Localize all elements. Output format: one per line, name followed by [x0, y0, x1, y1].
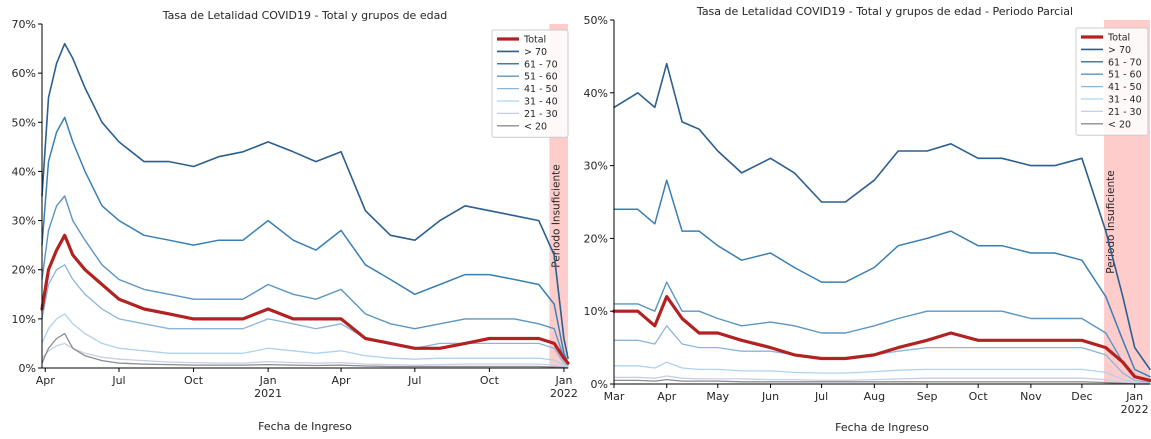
y-tick-label: 0% [19, 362, 36, 375]
series-line-7 [41, 332, 569, 369]
legend-box [1075, 27, 1149, 136]
x-tick-label: Sep [917, 390, 938, 403]
x-tick-label: Apr [332, 374, 352, 387]
chart-1: Periodo Insuficiente 0% 10% 20% 30% 40% 50% 60%… [12, 9, 578, 433]
series-line-4 [41, 264, 569, 367]
y-tick-label: 50% [584, 14, 608, 27]
y-tick-label: 30% [12, 215, 36, 228]
x-tick-label: Nov [1020, 390, 1042, 403]
x-tick-label: Dec [1071, 390, 1092, 403]
series-line-5 [41, 313, 569, 368]
series-line-3 [41, 195, 569, 364]
legend-label: 51 - 60 [524, 72, 558, 83]
legend-label: 51 - 60 [1108, 70, 1142, 81]
x-tick-year-label: 2021 [254, 387, 282, 400]
y-tick-label: 0% [591, 378, 608, 391]
y-tick-label: 20% [584, 232, 608, 245]
y-tick-label: 70% [12, 18, 36, 31]
y-tick-label: 40% [12, 165, 36, 178]
x-tick-label: Aug [864, 390, 885, 403]
legend-label: 61 - 70 [524, 59, 558, 70]
series-line-3 [613, 281, 1151, 382]
x-tick-label: Oct [480, 374, 500, 387]
x-axis-title: Fecha de Ingreso [835, 421, 929, 434]
x-tick-label: Jan [259, 374, 277, 387]
x-tick-label: Jun [761, 390, 779, 403]
x-tick-label: Jan [554, 374, 572, 387]
insufficient-period-label: Periodo Insuficiente [550, 164, 562, 267]
legend-label: 21 - 30 [524, 109, 558, 120]
series-line-1 [613, 62, 1151, 371]
series-line-2 [613, 179, 1151, 378]
x-tick-label: May [706, 390, 729, 403]
chart-title: Tasa de Letalidad COVID19 - Total y grup… [696, 5, 1073, 18]
series-line-0 [612, 295, 1151, 382]
x-tick-label: Apr [657, 390, 677, 403]
legend-label: > 70 [524, 47, 547, 58]
legend-label: Total [1107, 33, 1130, 44]
chart-2: Periodo Insuficiente 0% 10% 20% 30% 40% 50% Mar… [584, 5, 1151, 434]
legend-label: Total [523, 35, 546, 46]
series-line-5 [613, 361, 1151, 384]
x-tick-label: Oct [969, 390, 989, 403]
series-line-7 [613, 378, 1151, 385]
series-line-6 [41, 342, 569, 369]
x-tick-label: Apr [36, 374, 56, 387]
x-tick-label: Jul [814, 390, 828, 403]
legend-box [491, 29, 569, 138]
y-tick-label: 50% [12, 116, 36, 129]
legend-label: 61 - 70 [1108, 57, 1142, 68]
chart-title: Tasa de Letalidad COVID19 - Total y grup… [162, 9, 448, 22]
legend-label: < 20 [1108, 119, 1131, 130]
series-line-1 [41, 42, 569, 360]
x-axis-title: Fecha de Ingreso [258, 420, 352, 433]
legend-label: 31 - 40 [1108, 95, 1142, 106]
x-tick-label: Jul [407, 374, 421, 387]
legend-label: 41 - 50 [524, 84, 558, 95]
y-tick-label: 30% [584, 160, 608, 173]
legend-label: < 20 [524, 121, 547, 132]
y-tick-label: 40% [584, 87, 608, 100]
series-line-6 [613, 375, 1151, 385]
x-tick-label: Mar [604, 390, 625, 403]
x-tick-label: Jul [111, 374, 125, 387]
y-tick-label: 10% [584, 305, 608, 318]
x-tick-label: Oct [184, 374, 204, 387]
insufficient-period-label: Periodo Insuficiente [1105, 170, 1117, 273]
series-line-2 [41, 116, 569, 364]
legend-label: 41 - 50 [1108, 82, 1142, 93]
x-tick-label: Jan [1125, 390, 1143, 403]
legend-label: 21 - 30 [1108, 107, 1142, 118]
legend-label: > 70 [1108, 45, 1131, 56]
y-tick-label: 10% [12, 313, 36, 326]
series-line-0 [40, 233, 570, 365]
legend-label: 31 - 40 [524, 97, 558, 108]
x-tick-year-label: 2022 [550, 387, 578, 400]
y-tick-label: 60% [12, 67, 36, 80]
x-tick-year-label: 2022 [1121, 403, 1149, 416]
y-tick-label: 20% [12, 264, 36, 277]
